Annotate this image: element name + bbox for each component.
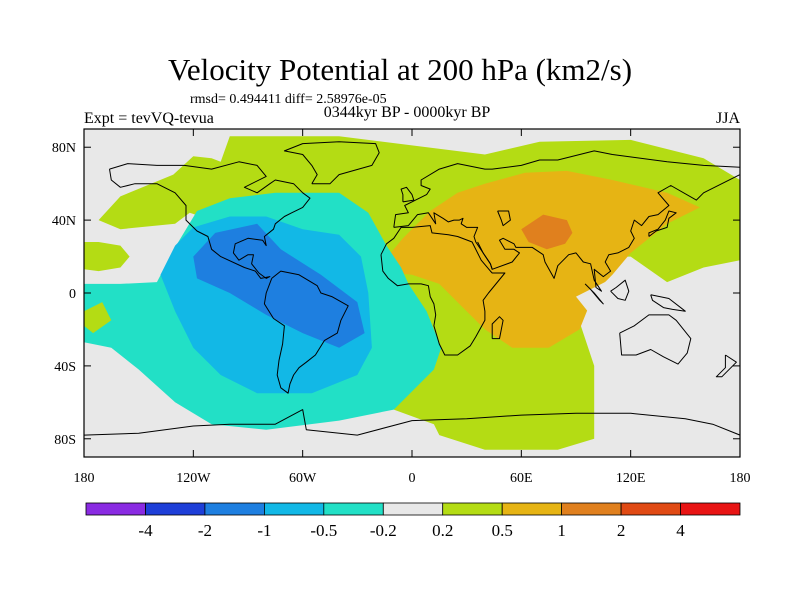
- colorbar-swatch: [323, 502, 384, 516]
- coastline-borneo: [610, 279, 630, 301]
- colorbar-label: 0.2: [432, 521, 453, 540]
- colorbar-swatch: [561, 502, 622, 516]
- contour-region-tibet-core: [521, 214, 573, 250]
- coastline-eurasia: [393, 150, 740, 292]
- chart-title: Velocity Potential at 200 hPa (km2/s): [167, 52, 633, 87]
- y-tick-label: 0: [69, 287, 76, 302]
- coastline-greenland: [283, 141, 380, 185]
- x-tick-label: 60E: [510, 471, 533, 486]
- coastline-britain: [400, 186, 415, 203]
- colorbar-label: -2: [198, 521, 212, 540]
- colorbar-swatch: [501, 502, 563, 516]
- x-tick-label: 120W: [176, 471, 211, 486]
- y-tick-label: 40N: [52, 214, 76, 229]
- coastline-japan: [648, 210, 677, 237]
- colorbar-swatch: [382, 502, 444, 516]
- colorbar-label: -0.2: [370, 521, 397, 540]
- x-tick-label: 120E: [616, 471, 646, 486]
- colorbar-swatch: [145, 502, 206, 516]
- contour-region-dateline-eastern-strip: [84, 302, 112, 334]
- colorbar: -4 -2 -1 -0.5 -0.2 0.2 0.5 1 2 4: [85, 502, 741, 540]
- coastline-antarctica: [84, 409, 740, 436]
- contour-region-eastern-pacific-positive: [84, 242, 130, 272]
- colorbar-label: 0.5: [492, 521, 513, 540]
- map-area: [83, 128, 741, 458]
- coastline-new-guinea: [650, 294, 686, 312]
- colorbar-swatch: [204, 502, 265, 516]
- x-tick-label: 0: [409, 471, 416, 486]
- period-label: 0344kyr BP - 0000kyr BP: [323, 104, 491, 121]
- contour-region-negative-core: [193, 223, 365, 348]
- colorbar-label: 1: [557, 521, 566, 540]
- coastline-south-america: [263, 270, 349, 394]
- colorbar-label: 4: [676, 521, 685, 540]
- colorbar-label: -4: [138, 521, 153, 540]
- x-tick-label: 180: [730, 471, 751, 486]
- coastline-africa: [380, 225, 506, 356]
- coastline-arabia-coast: [477, 241, 493, 270]
- y-tick-label: 40S: [54, 360, 76, 375]
- season-label: JJA: [715, 110, 740, 127]
- colorbar-label: -0.5: [310, 521, 337, 540]
- x-tick-label: 180: [74, 471, 95, 486]
- colorbar-swatch: [680, 502, 741, 516]
- x-tick-label: 60W: [289, 471, 317, 486]
- coastline-madagascar: [491, 316, 504, 340]
- y-tick-label: 80N: [52, 141, 76, 156]
- coastline-layer: [84, 141, 740, 436]
- coastline-australia: [619, 314, 692, 365]
- coastline-new-zealand: [715, 354, 737, 378]
- contour-region-main-orange: [375, 170, 700, 348]
- colorbar-swatch: [620, 502, 681, 516]
- colorbar-swatch: [85, 502, 146, 516]
- y-tick-label: 80S: [54, 433, 76, 448]
- axis-ticks: 180 120W 60W 0 60E 120E 180 80N 40N 0 40S 80S: [52, 129, 751, 486]
- coastline-north-america: [109, 161, 311, 279]
- coastline-sumatra: [584, 283, 604, 305]
- colorbar-label: 2: [617, 521, 626, 540]
- experiment-label: Expt = tevVQ-tevua: [84, 110, 214, 127]
- colorbar-swatch: [442, 502, 503, 516]
- stats-text: rmsd= 0.494411 diff= 2.58976e-05: [190, 92, 387, 107]
- colorbar-swatch: [263, 502, 325, 516]
- contour-region-maritime-continent-neutral: [576, 278, 649, 319]
- coastline-caspian: [497, 210, 511, 227]
- colorbar-label: -1: [257, 521, 271, 540]
